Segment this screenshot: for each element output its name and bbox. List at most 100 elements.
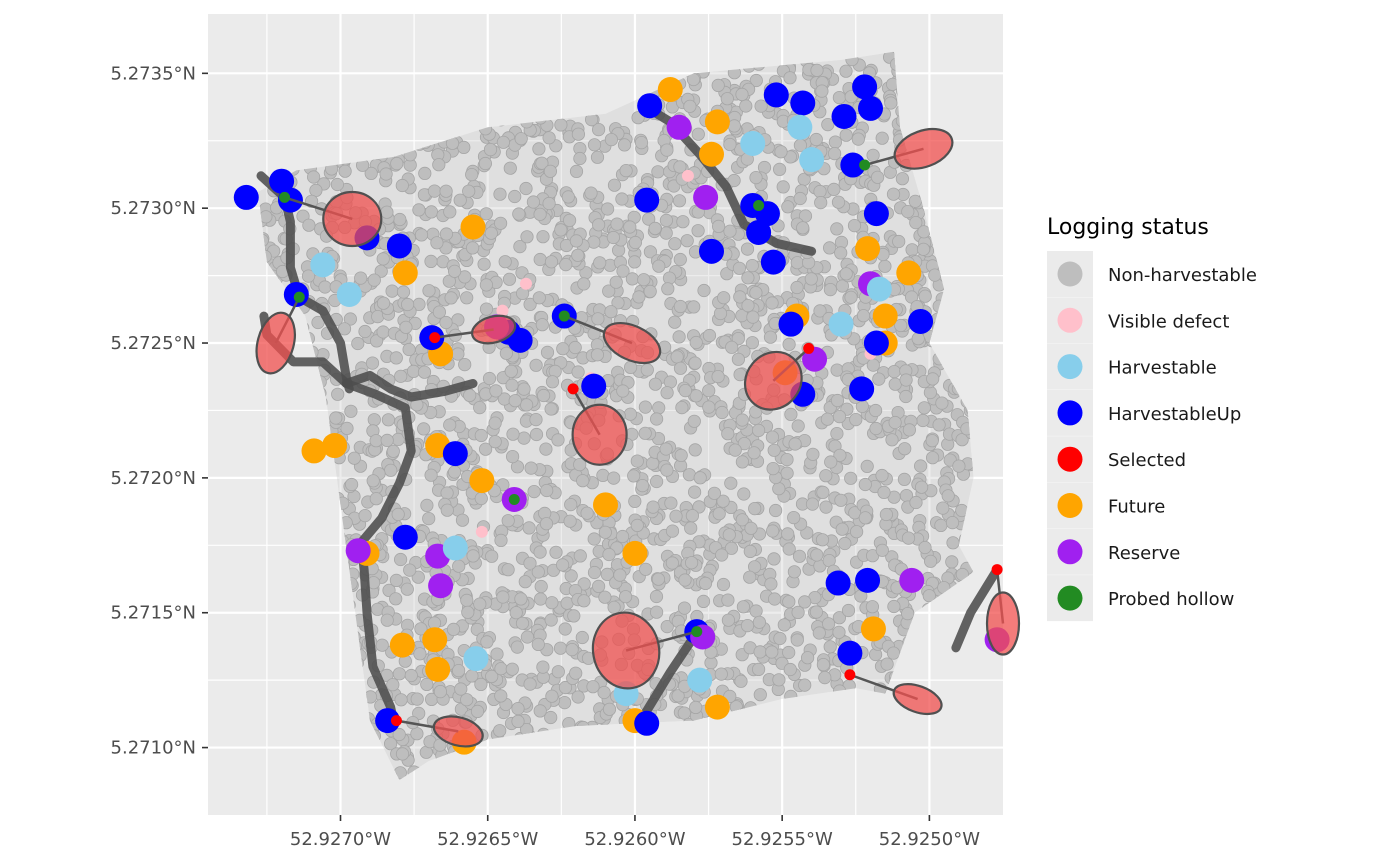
tree-non-harvestable <box>413 647 427 661</box>
tree-non-harvestable <box>501 563 515 577</box>
legend-title: Logging status <box>1047 215 1209 240</box>
y-tick-label: 5.2730°N <box>111 198 196 219</box>
tree-non-harvestable <box>596 468 610 482</box>
tree-harvestableup <box>837 640 863 666</box>
tree-non-harvestable <box>711 219 726 233</box>
tree-non-harvestable <box>545 689 559 703</box>
x-tick-label: 52.9255°W <box>732 829 833 850</box>
tree-non-harvestable <box>533 545 547 559</box>
tree-non-harvestable <box>451 347 465 361</box>
tree-non-harvestable <box>422 511 436 526</box>
tree-non-harvestable <box>659 213 674 227</box>
tree-non-harvestable <box>517 382 531 396</box>
tree-non-harvestable <box>928 268 942 282</box>
tree-future <box>392 260 418 286</box>
tree-non-harvestable <box>745 336 760 350</box>
tree-non-harvestable <box>598 590 612 604</box>
tree-non-harvestable <box>503 161 517 175</box>
tree-non-harvestable <box>752 615 767 629</box>
tree-non-harvestable <box>330 177 344 192</box>
tree-visible-defect <box>475 525 488 538</box>
tree-non-harvestable <box>474 491 488 506</box>
tree-non-harvestable <box>839 64 853 78</box>
tree-non-harvestable <box>660 386 674 400</box>
tree-non-harvestable <box>590 150 605 164</box>
tree-non-harvestable <box>806 447 820 461</box>
legend-label: Reserve <box>1108 543 1180 564</box>
tree-non-harvestable <box>367 413 381 427</box>
tree-non-harvestable <box>600 202 615 216</box>
tree-non-harvestable <box>777 618 791 632</box>
tree-non-harvestable <box>577 277 591 291</box>
tree-non-harvestable <box>677 706 691 720</box>
tree-non-harvestable <box>418 166 432 180</box>
tree-non-harvestable <box>800 651 815 665</box>
tree-non-harvestable <box>329 411 343 425</box>
tree-non-harvestable <box>580 506 594 520</box>
tree-non-harvestable <box>376 252 390 266</box>
tree-non-harvestable <box>687 414 701 428</box>
tree-non-harvestable <box>474 428 488 443</box>
tree-non-harvestable <box>828 135 843 149</box>
tree-non-harvestable <box>544 710 558 725</box>
tree-non-harvestable <box>869 421 883 436</box>
tree-non-harvestable <box>783 71 797 85</box>
tree-non-harvestable <box>856 309 871 323</box>
tree-non-harvestable <box>542 131 556 145</box>
tree-future <box>425 656 451 682</box>
tree-non-harvestable <box>649 412 664 426</box>
tree-reserve <box>345 538 371 564</box>
tree-non-harvestable <box>926 372 940 386</box>
tree-non-harvestable <box>577 594 591 608</box>
tree-non-harvestable <box>536 660 550 674</box>
tree-non-harvestable <box>381 413 395 427</box>
legend-label: Future <box>1108 497 1165 518</box>
tree-non-harvestable <box>734 674 748 688</box>
tree-non-harvestable <box>634 136 649 150</box>
tree-harvestableup <box>778 311 804 337</box>
tree-harvestable <box>687 667 713 693</box>
tree-non-harvestable <box>741 298 755 313</box>
tree-non-harvestable <box>494 662 508 676</box>
tree-non-harvestable <box>816 485 830 499</box>
tree-non-harvestable <box>444 291 458 305</box>
tree-non-harvestable <box>554 118 568 132</box>
tree-non-harvestable <box>396 285 411 299</box>
tree-future <box>872 303 898 329</box>
tree-non-harvestable <box>637 273 651 287</box>
tree-non-harvestable <box>443 205 457 219</box>
tree-non-harvestable <box>809 605 824 619</box>
tree-non-harvestable <box>839 128 853 142</box>
tree-non-harvestable <box>819 469 833 483</box>
tree-non-harvestable <box>584 186 598 200</box>
tree-non-harvestable <box>835 522 849 536</box>
tree-non-harvestable <box>365 356 380 370</box>
tree-non-harvestable <box>702 328 717 343</box>
tree-non-harvestable <box>668 315 682 329</box>
tree-non-harvestable <box>479 302 494 316</box>
tree-non-harvestable <box>544 255 559 269</box>
tree-probed-hollow <box>558 310 570 322</box>
tree-non-harvestable <box>488 416 502 430</box>
tree-non-harvestable <box>744 521 758 535</box>
tree-harvestableup <box>581 373 607 399</box>
tree-non-harvestable <box>432 158 446 172</box>
tree-non-harvestable <box>648 221 662 235</box>
tree-non-harvestable <box>772 162 787 176</box>
tree-non-harvestable <box>814 196 828 210</box>
tree-non-harvestable <box>849 525 864 539</box>
tree-non-harvestable <box>591 579 606 594</box>
tree-non-harvestable <box>558 622 572 636</box>
tree-non-harvestable <box>754 99 768 113</box>
tree-non-harvestable <box>683 99 697 113</box>
tree-non-harvestable <box>606 230 621 245</box>
tree-non-harvestable <box>923 554 938 568</box>
tree-non-harvestable <box>673 361 688 375</box>
tree-harvestableup <box>746 219 772 245</box>
tree-future <box>704 109 730 135</box>
tree-non-harvestable <box>745 258 759 273</box>
tree-non-harvestable <box>412 706 426 721</box>
tree-non-harvestable <box>347 451 361 465</box>
tree-non-harvestable <box>868 403 883 418</box>
tree-non-harvestable <box>901 531 916 545</box>
